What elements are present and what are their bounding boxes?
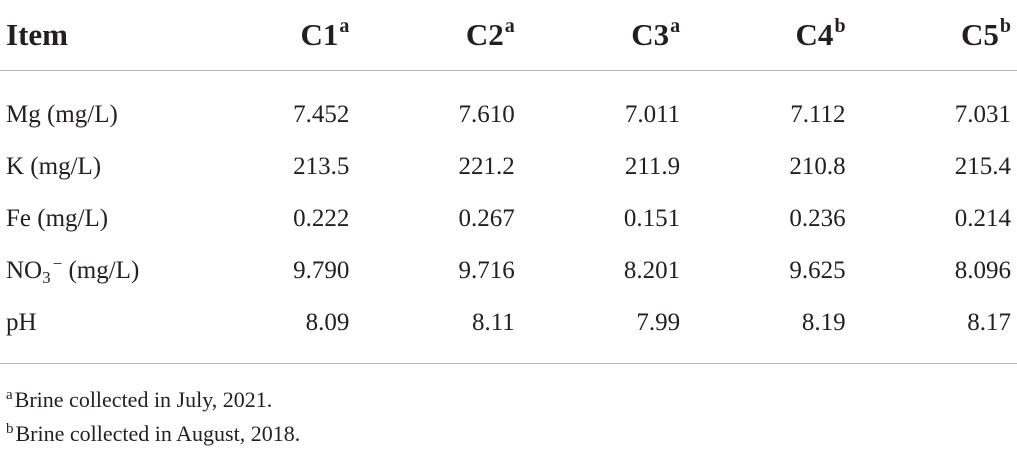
table-row: K (mg/L) 213.5 221.2 211.9 210.8 215.4	[0, 141, 1017, 193]
header-c4-mark: b	[834, 15, 846, 37]
header-c4: C4b	[686, 0, 852, 71]
header-c3: C3a	[520, 0, 687, 71]
brine-composition-table: Item C1a C2a C3a C4b C5b Mg (mg/L) 7.452…	[0, 0, 1017, 364]
cell-no3-c2: 9.716	[458, 257, 515, 284]
header-row: Item C1a C2a C3a C4b C5b	[0, 0, 1017, 71]
no3-base: NO	[6, 257, 43, 284]
header-c1-mark: a	[339, 15, 350, 37]
cell-no3-c1: 9.790	[293, 257, 350, 284]
table-row: pH 8.09 8.11 7.99 8.19 8.17	[0, 297, 1017, 364]
footnote-b-text: Brine collected in August, 2018.	[15, 421, 301, 446]
footnote-b-mark: b	[6, 421, 14, 437]
footnote-b: bBrine collected in August, 2018.	[6, 417, 300, 451]
cell-mg-c1: 7.452	[293, 101, 350, 128]
no3-unit: (mg/L)	[62, 257, 140, 284]
no3-charge: −	[52, 254, 63, 273]
table-body: Mg (mg/L) 7.452 7.610 7.011 7.112 7.031 …	[0, 71, 1017, 364]
row-label-ph: pH	[0, 297, 190, 364]
cell-mg-c4: 7.112	[790, 101, 846, 128]
header-item: Item	[0, 0, 190, 71]
cell-fe-c2: 0.267	[458, 205, 515, 232]
cell-mg-c5: 7.031	[954, 101, 1011, 128]
cell-mg-c2: 7.610	[458, 101, 515, 128]
cell-k-c3: 211.9	[624, 153, 681, 180]
header-c2-mark: a	[504, 15, 515, 37]
cell-k-c5: 215.4	[954, 153, 1011, 180]
row-label-no3: NO3− (mg/L)	[0, 245, 190, 297]
cell-no3-c4: 9.625	[789, 257, 846, 284]
table-row: NO3− (mg/L) 9.790 9.716 8.201 9.625 8.09…	[0, 245, 1017, 297]
header-c5-mark: b	[999, 15, 1011, 37]
cell-ph-c5: 8.17	[851, 297, 1017, 364]
header-c1: C1a	[190, 0, 356, 71]
cell-k-c4: 210.8	[789, 153, 846, 180]
header-c1-label: C1	[300, 17, 339, 52]
footnote-a-text: Brine collected in July, 2021.	[14, 387, 273, 412]
table-row: Fe (mg/L) 0.222 0.267 0.151 0.236 0.214	[0, 193, 1017, 245]
row-label-k: K (mg/L)	[6, 153, 102, 180]
data-table-container: Item C1a C2a C3a C4b C5b Mg (mg/L) 7.452…	[0, 0, 1017, 364]
header-c5: C5b	[851, 0, 1017, 71]
cell-no3-c3: 8.201	[623, 257, 681, 284]
cell-fe-c1: 0.222	[293, 205, 350, 232]
cell-k-c1: 213.5	[293, 153, 350, 180]
cell-mg-c3: 7.011	[624, 101, 681, 128]
table-header: Item C1a C2a C3a C4b C5b	[0, 0, 1017, 71]
row-label-fe: Fe (mg/L)	[6, 205, 109, 232]
header-c2: C2a	[355, 0, 521, 71]
footnotes: aBrine collected in July, 2021. bBrine c…	[6, 383, 300, 451]
table-row: Mg (mg/L) 7.452 7.610 7.011 7.112 7.031	[0, 71, 1017, 142]
header-c5-label: C5	[960, 17, 999, 52]
cell-ph-c4: 8.19	[686, 297, 852, 364]
footnote-a: aBrine collected in July, 2021.	[6, 383, 300, 417]
cell-ph-c2: 8.11	[355, 297, 521, 364]
header-c3-mark: a	[670, 15, 681, 37]
cell-k-c2: 221.2	[458, 153, 515, 180]
header-c3-label: C3	[631, 17, 670, 52]
no3-subscript: 3	[42, 268, 51, 287]
cell-ph-c1: 8.09	[190, 297, 356, 364]
cell-no3-c5: 8.096	[954, 257, 1011, 284]
header-c4-label: C4	[795, 17, 834, 52]
footnote-a-mark: a	[6, 387, 13, 403]
header-c2-label: C2	[465, 17, 504, 52]
cell-ph-c3: 7.99	[520, 297, 687, 364]
row-label-mg: Mg (mg/L)	[6, 101, 118, 128]
cell-fe-c5: 0.214	[954, 205, 1011, 232]
cell-fe-c4: 0.236	[789, 205, 846, 232]
cell-fe-c3: 0.151	[623, 205, 681, 232]
